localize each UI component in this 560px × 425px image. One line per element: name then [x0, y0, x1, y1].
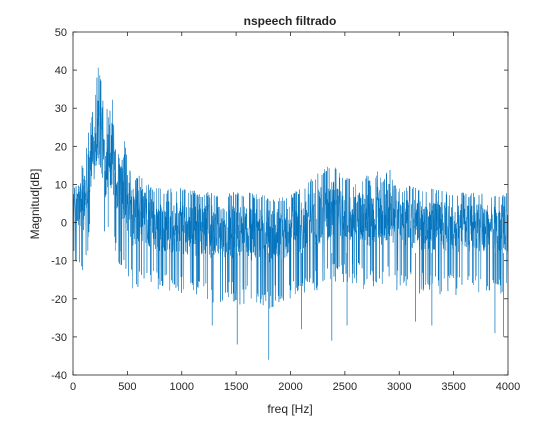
- spectrum-series-line: [72, 67, 509, 309]
- chart-title: nspeech filtrado: [244, 14, 337, 28]
- y-tick-label: -40: [51, 370, 67, 382]
- x-tick-label: 2500: [333, 381, 357, 393]
- x-tick-label: 4000: [496, 381, 520, 393]
- x-axis-label: freq [Hz]: [267, 402, 312, 416]
- y-tick-label: 40: [55, 65, 67, 77]
- x-tick-label: 0: [70, 381, 76, 393]
- y-tick-label: -20: [51, 294, 67, 306]
- y-tick-label: 10: [55, 179, 67, 191]
- x-tick-label: 1000: [170, 381, 194, 393]
- x-tick-label: 500: [118, 381, 136, 393]
- y-tick-label: 0: [61, 218, 67, 230]
- y-tick-label: -10: [51, 256, 67, 268]
- x-tick-label: 1500: [224, 381, 248, 393]
- x-tick-label: 3500: [441, 381, 465, 393]
- tick-layer: 0 500 1000 1500 2000 2500 3000 3500 4000-40-30-2…: [51, 27, 520, 393]
- y-tick-label: 20: [55, 141, 67, 153]
- series-layer: [72, 67, 509, 360]
- x-tick-label: 3000: [387, 381, 411, 393]
- y-tick-label: 50: [55, 27, 67, 39]
- y-tick-label: 30: [55, 103, 67, 115]
- x-tick-label: 2000: [278, 381, 302, 393]
- y-tick-label: -30: [51, 332, 67, 344]
- y-axis-label: Magnitud[dB]: [28, 169, 42, 240]
